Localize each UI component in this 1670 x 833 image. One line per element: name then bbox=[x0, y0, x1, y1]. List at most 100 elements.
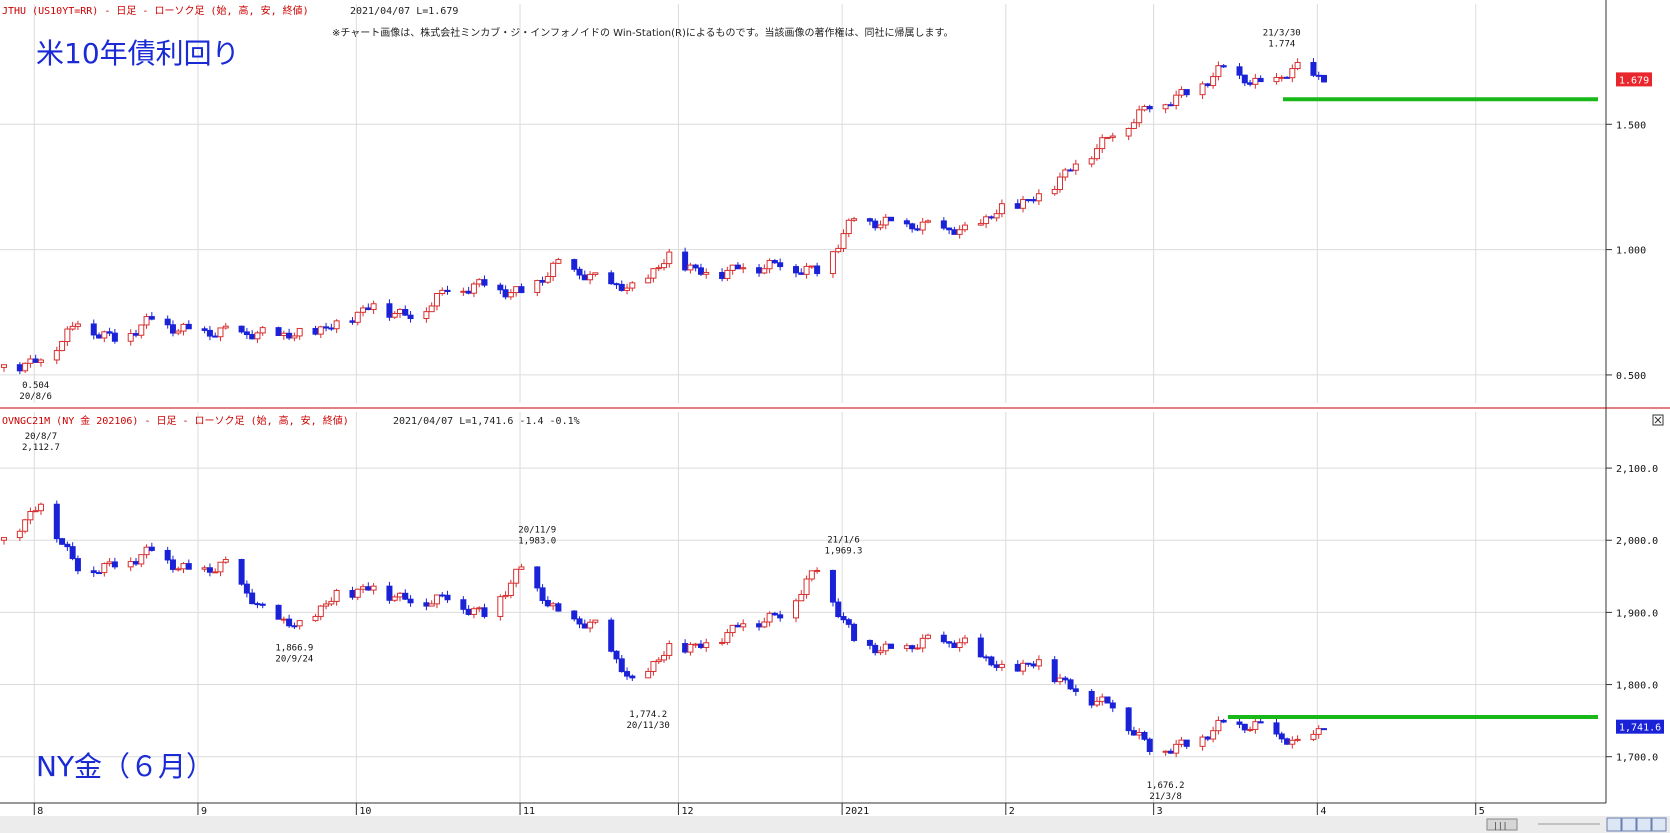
candle-body bbox=[946, 227, 953, 231]
candle-body bbox=[502, 289, 509, 298]
candle-body bbox=[1062, 169, 1069, 178]
candle-body bbox=[977, 637, 984, 658]
annotation-line-2: 20/11/30 bbox=[626, 721, 669, 731]
candle-body bbox=[323, 603, 330, 607]
candle-body bbox=[1136, 109, 1143, 124]
candle-body bbox=[1093, 700, 1100, 706]
annotation-line-1: 20/11/9 bbox=[518, 526, 556, 536]
candle-body bbox=[808, 570, 815, 580]
x-tick-label: 2 bbox=[1009, 806, 1015, 817]
candle-body bbox=[998, 203, 1005, 215]
y-tick-label: 1,700.0 bbox=[1616, 753, 1658, 764]
candle-body bbox=[1130, 730, 1137, 736]
candle-body bbox=[433, 293, 440, 307]
candle-body bbox=[703, 272, 710, 275]
candle-body bbox=[729, 624, 736, 634]
candle-body bbox=[106, 561, 113, 565]
candle-body bbox=[624, 287, 631, 291]
candle-body bbox=[497, 284, 504, 291]
candle-body bbox=[956, 642, 963, 648]
candle-body bbox=[845, 619, 852, 625]
annotation-line-1: 1,774.2 bbox=[629, 710, 667, 720]
candle-body bbox=[286, 332, 293, 339]
candle-body bbox=[666, 251, 673, 265]
candle-body bbox=[296, 327, 303, 337]
candle-body bbox=[756, 623, 763, 628]
top-last-value-badge bbox=[1616, 72, 1652, 87]
candle-body bbox=[481, 279, 488, 286]
candle-body bbox=[845, 219, 852, 235]
candle-body bbox=[740, 267, 747, 270]
candle-body bbox=[354, 588, 361, 598]
candle-body bbox=[1020, 662, 1027, 672]
candle-body bbox=[1025, 199, 1032, 202]
top-candles bbox=[1, 58, 1327, 375]
candle-body bbox=[697, 267, 704, 275]
candle-body bbox=[687, 643, 694, 653]
candle-body bbox=[655, 659, 662, 663]
scrollbar-track[interactable] bbox=[0, 816, 1670, 833]
candle-body bbox=[243, 331, 250, 336]
candle-body bbox=[259, 327, 266, 334]
close-panel-icon[interactable] bbox=[1652, 414, 1664, 426]
candle-body bbox=[687, 264, 694, 271]
candle-body bbox=[444, 289, 451, 293]
candle-body bbox=[1072, 688, 1079, 692]
candle-body bbox=[249, 592, 256, 605]
candle-body bbox=[914, 647, 921, 650]
bottom-plot-area bbox=[0, 410, 1606, 803]
candle-body bbox=[1067, 679, 1074, 690]
candle-body bbox=[793, 266, 799, 274]
annotation-line-2: 20/8/6 bbox=[19, 392, 52, 402]
candle-body bbox=[761, 621, 768, 628]
candle-body bbox=[386, 303, 393, 318]
candle-body bbox=[734, 624, 741, 628]
bottom-y-ticks: 2,100.0 2,000.0 1,900.0 1,800.0 1,700.0 bbox=[1606, 464, 1658, 764]
candle-body bbox=[1210, 730, 1217, 740]
candle-body bbox=[661, 654, 667, 661]
candle-body bbox=[840, 616, 847, 621]
candle-body bbox=[877, 224, 884, 229]
candle-body bbox=[645, 670, 652, 679]
candle-body bbox=[618, 283, 625, 291]
x-tick-label: 12 bbox=[681, 806, 693, 817]
candle-body bbox=[998, 663, 1005, 668]
candle-body bbox=[423, 311, 430, 320]
candle-body bbox=[1247, 728, 1254, 731]
candle-body bbox=[983, 656, 990, 659]
candle-body bbox=[69, 546, 76, 560]
candle-body bbox=[212, 335, 219, 338]
candle-body bbox=[16, 530, 23, 539]
candle-body bbox=[64, 543, 71, 548]
candle-body bbox=[1173, 743, 1180, 754]
candle-body bbox=[16, 364, 23, 372]
scroll-end-icon[interactable] bbox=[1636, 817, 1652, 832]
candle-body bbox=[1252, 77, 1259, 85]
zoom-controls[interactable] bbox=[1606, 817, 1667, 832]
candle-body bbox=[423, 602, 430, 607]
scrollbar-thumb[interactable] bbox=[1486, 818, 1518, 831]
candle-body bbox=[1035, 659, 1042, 667]
candle-body bbox=[249, 334, 256, 340]
candle-body bbox=[1210, 76, 1217, 87]
candle-body bbox=[1125, 127, 1132, 137]
candle-body bbox=[333, 589, 340, 602]
top-last-value: 1.679 bbox=[1619, 75, 1649, 86]
settings-icon[interactable] bbox=[1651, 817, 1667, 832]
candle-body bbox=[354, 311, 361, 323]
candle-body bbox=[777, 262, 784, 268]
zoom-out-icon[interactable] bbox=[1621, 817, 1637, 832]
candle-body bbox=[882, 216, 889, 226]
candle-body bbox=[238, 325, 245, 333]
candle-body bbox=[587, 621, 594, 629]
candle-body bbox=[259, 603, 266, 606]
candle-body bbox=[1030, 199, 1037, 202]
candle-body bbox=[397, 308, 403, 314]
zoom-in-icon[interactable] bbox=[1606, 817, 1622, 832]
candle-body bbox=[333, 320, 340, 330]
candle-body bbox=[212, 571, 219, 574]
candle-body bbox=[1035, 193, 1042, 202]
candle-body bbox=[312, 615, 319, 622]
copyright-notice: ※チャート画像は、株式会社ミンカブ・ジ・インフォノイドの Win-Station… bbox=[332, 26, 954, 39]
y-tick-label: 1.500 bbox=[1616, 120, 1646, 131]
